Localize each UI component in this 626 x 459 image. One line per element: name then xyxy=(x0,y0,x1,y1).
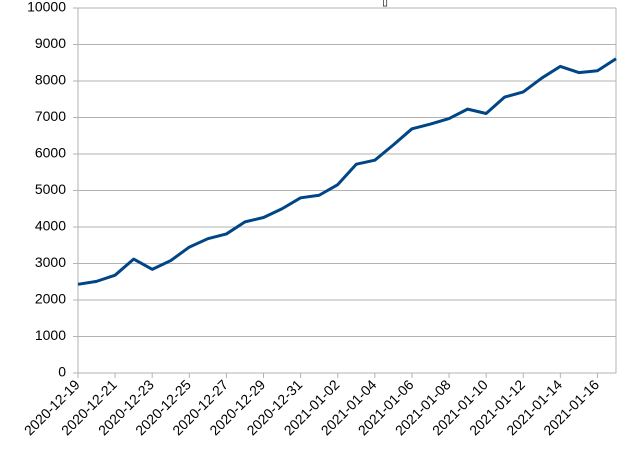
y-tick-label: 1000 xyxy=(35,327,66,343)
y-tick-label: 4000 xyxy=(35,218,66,234)
y-tick-label: 0 xyxy=(58,364,66,380)
y-tick-label: 2000 xyxy=(35,291,66,307)
line-series xyxy=(77,57,617,286)
y-tick-label: 5000 xyxy=(35,181,66,197)
y-tick-label: 9000 xyxy=(35,35,66,51)
y-tick-label: 10000 xyxy=(27,0,66,15)
y-tick-label: 3000 xyxy=(35,254,66,270)
y-tick-label: 8000 xyxy=(35,72,66,88)
chart-title: ▯ xyxy=(382,0,388,8)
y-tick-label: 6000 xyxy=(35,145,66,161)
y-tick-label: 7000 xyxy=(35,108,66,124)
